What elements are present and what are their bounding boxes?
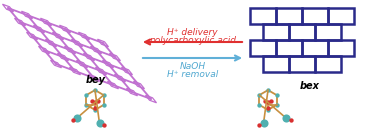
Text: H⁺ delivery: H⁺ delivery — [167, 28, 218, 37]
Text: bex: bex — [300, 81, 320, 91]
Text: NaOH: NaOH — [180, 62, 206, 71]
Text: polycarboxylic acid: polycarboxylic acid — [149, 36, 236, 45]
Text: H⁺ removal: H⁺ removal — [167, 70, 218, 79]
Text: bey: bey — [85, 75, 105, 85]
